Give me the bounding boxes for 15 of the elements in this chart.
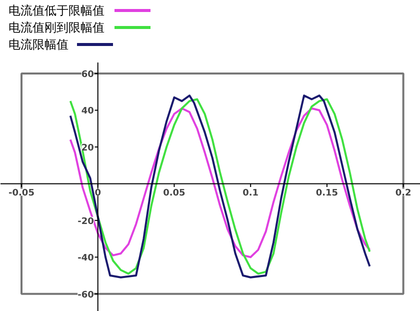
y-tick-label: 20 — [81, 143, 94, 154]
y-tick-label: -40 — [78, 254, 94, 264]
legend-label: 电流值低于限幅值 — [8, 4, 104, 18]
y-tick-label: -20 — [78, 216, 94, 227]
legend-label: 电流值刚到限幅值 — [8, 20, 104, 34]
y-tick-label: -60 — [78, 290, 94, 300]
y-tick-label: 40 — [81, 106, 94, 117]
x-tick-label: 0.1 — [242, 188, 259, 199]
x-tick-label: -0.05 — [8, 188, 34, 199]
y-tick-label: 60 — [81, 70, 94, 80]
x-tick-label: 0.15 — [316, 188, 338, 199]
legend-label: 电流限幅值 — [8, 38, 68, 52]
x-tick-label: 0.2 — [395, 188, 412, 199]
x-tick-label: 0.05 — [163, 188, 186, 199]
x-tick-label: 0 — [94, 188, 101, 199]
